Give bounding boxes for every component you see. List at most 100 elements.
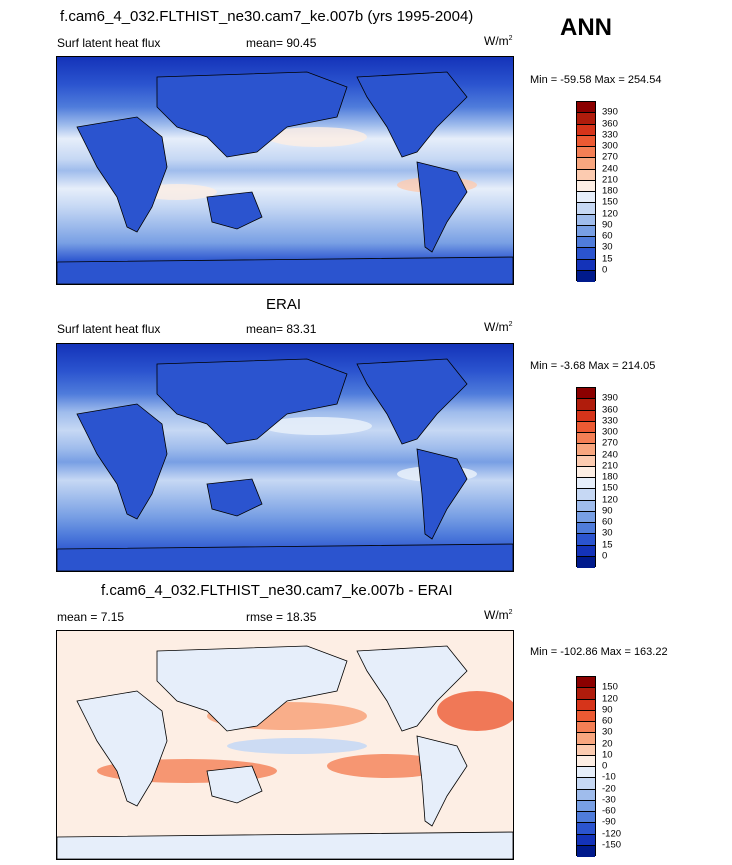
panel3-warm-band-4 <box>437 691 517 731</box>
panel1-australia <box>206 191 263 230</box>
panel1-colorbar-swatch <box>577 237 595 249</box>
panel3-rmse-value: 18.35 <box>286 610 317 624</box>
panel2-colorbar-tick-label: 60 <box>602 516 613 528</box>
panel3-eurasia <box>156 645 348 732</box>
panel3-colorbar-swatch <box>577 677 595 689</box>
panel1-colorbar-swatch <box>577 248 595 260</box>
panel3-colorbar-tick-label: -10 <box>602 771 616 783</box>
panel3-colorbar-swatch <box>577 733 595 745</box>
panel3-colorbar-tick-label: -150 <box>602 839 622 851</box>
panel1-south-america <box>416 161 468 253</box>
panel2-colorbar-tick-label: 390 <box>602 392 618 404</box>
panel3-australia <box>206 765 263 804</box>
panel2-mean-value: 83.31 <box>286 322 317 336</box>
panel2-colorbar-swatch <box>577 399 595 411</box>
panel3-africa <box>76 690 168 807</box>
panel3-colorbar-swatch <box>577 778 595 790</box>
panel3-colorbar-tick-label: 30 <box>602 726 613 738</box>
panel1-colorbar-swatch <box>577 192 595 204</box>
panel1-colorbar <box>576 101 596 282</box>
panel3-map <box>56 630 517 860</box>
panel2-colorbar-swatch <box>577 421 595 433</box>
panel1-colorbar-tick-label: 300 <box>602 140 618 152</box>
panel3-colorbar-tick-label: -120 <box>602 828 622 839</box>
panel3-mean-label: mean = <box>57 610 98 624</box>
panel2-colorbar-swatch <box>577 534 595 546</box>
panel3-colorbar-swatch <box>577 755 595 767</box>
panel2-antarctica <box>56 543 514 572</box>
panel3-colorbar-tick-label: -30 <box>602 794 616 806</box>
panel1-warm-band <box>267 127 367 147</box>
panel2-colorbar-tick-label: 270 <box>602 437 618 449</box>
panel3-title: f.cam6_4_032.FLTHIST_ne30.cam7_ke.007b -… <box>101 582 453 599</box>
panel3-colorbar-swatch <box>577 767 595 779</box>
panel3-colorbar-swatch <box>577 812 595 824</box>
panel3-colorbar-tick-label: -60 <box>602 805 616 817</box>
panel1-colorbar-swatch <box>577 147 595 159</box>
panel3-colorbar-tick-label: 10 <box>602 749 613 761</box>
panel1-africa <box>76 116 168 233</box>
panel3-rmse-label: rmse = <box>246 610 284 624</box>
panel3-colorbar-swatch <box>577 834 595 846</box>
panel2-colorbar-swatch <box>577 478 595 490</box>
panel3-minmax: Min = -102.86 Max = 163.22 <box>530 646 668 658</box>
panel1-colorbar-tick-label: 330 <box>602 129 618 141</box>
panel2-south-america <box>416 448 468 540</box>
panel3-colorbar-tick-label: 120 <box>602 693 618 704</box>
panel1-colorbar-tick-label: 240 <box>602 163 618 174</box>
panel1-units: W/m2 <box>484 34 513 48</box>
panel2-map-svg <box>56 344 514 572</box>
panel2-colorbar-swatch <box>577 455 595 467</box>
panel2-colorbar-swatch <box>577 433 595 445</box>
panel3-colorbar <box>576 676 596 857</box>
panel2-colorbar-tick-label: 180 <box>602 471 618 483</box>
panel1-colorbar-swatch <box>577 102 595 114</box>
panel3-warm-band-3 <box>327 754 447 778</box>
panel2-africa <box>76 403 168 520</box>
panel2-australia <box>206 478 263 517</box>
panel1-colorbar-tick-label: 180 <box>602 185 618 197</box>
panel2-field: Surf latent heat flux <box>57 322 161 336</box>
panel3-antarctica <box>56 831 514 860</box>
panel3-map-svg <box>56 631 517 860</box>
panel1-continents <box>56 71 514 285</box>
panel2-minmax: Min = -3.68 Max = 214.05 <box>530 360 656 372</box>
panel2-colorbar-tick-label: 330 <box>602 415 618 427</box>
panel3-mean-value: 7.15 <box>100 610 125 624</box>
panel1-mean-label: mean= <box>246 36 284 50</box>
panel2-colorbar-tick-label: 210 <box>602 460 618 472</box>
panel3-units-sup: 2 <box>508 609 513 616</box>
panel3-colorbar-tick-label: -20 <box>602 783 616 794</box>
panel3-units: W/m2 <box>484 608 513 622</box>
panel1-colorbar-swatch <box>577 124 595 136</box>
panel2-continents <box>56 358 514 572</box>
panel3-colorbar-swatch <box>577 722 595 734</box>
panel2-mean-label: mean= <box>246 322 284 336</box>
panel2-eurasia <box>156 358 348 445</box>
panel1-colorbar-swatch <box>577 135 595 147</box>
panel3-units-base: W/m <box>484 608 509 622</box>
panel1-colorbar-tick-label: 30 <box>602 241 613 253</box>
panel1-colorbar-tick-label: 0 <box>602 264 608 276</box>
panel2-map <box>56 343 514 572</box>
panel2-colorbar-labels: 390 360 330 300 270 240 210 180 150 120 90 60 30 15 0 <box>602 387 642 567</box>
panel1-map-svg <box>56 57 514 285</box>
panel3-colorbar-swatch <box>577 789 595 801</box>
panel3-colorbar-tick-label: 0 <box>602 760 608 772</box>
panel1-colorbar-tick-label: 270 <box>602 151 618 163</box>
panel2-colorbar-tick-label: 300 <box>602 426 618 438</box>
panel2-colorbar <box>576 387 596 568</box>
panel1-north-america <box>356 71 468 158</box>
panel1-colorbar-tick-label: 150 <box>602 196 618 208</box>
panel1-mean-value: 90.45 <box>286 36 317 50</box>
panel1-colorbar-swatch <box>577 113 595 125</box>
panel3-colorbar-labels: 150 120 90 60 30 20 10 0 -10 -20 -30 -60 -90 -120 -150 <box>602 676 642 856</box>
panel1-units-sup: 2 <box>508 35 513 42</box>
panel2-colorbar-tick-label: 30 <box>602 527 613 539</box>
panel3-cool-band <box>227 738 367 754</box>
panel3-colorbar-tick-label: 20 <box>602 738 613 749</box>
panel2-colorbar-swatch <box>577 545 595 557</box>
panel2-colorbar-swatch <box>577 556 595 568</box>
panel1-colorbar-swatch <box>577 214 595 226</box>
season-label: ANN <box>560 14 612 41</box>
